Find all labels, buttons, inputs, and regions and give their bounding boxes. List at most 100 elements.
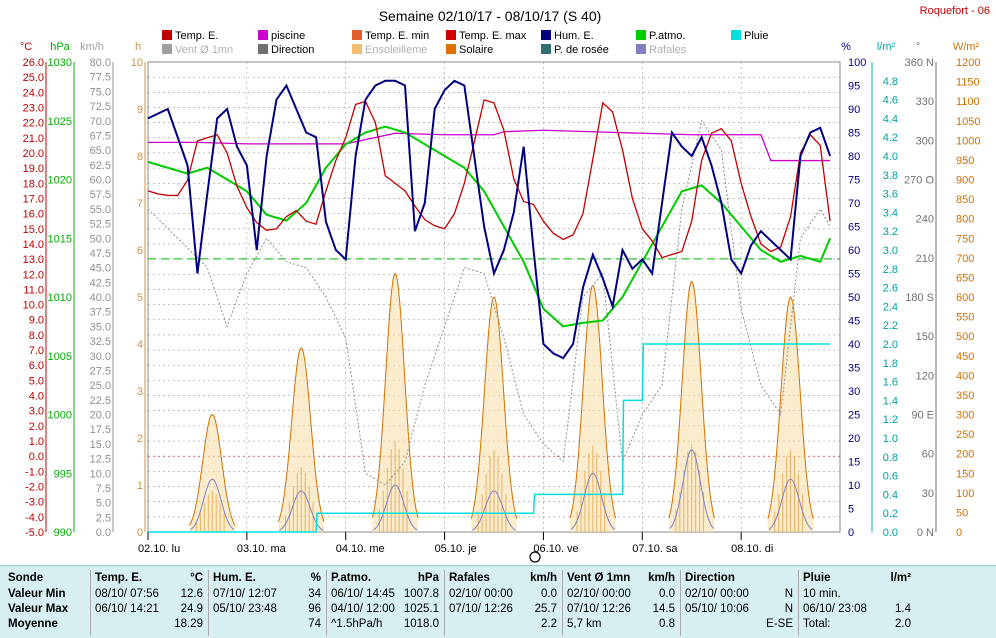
- hum-axis-tick: 40: [848, 339, 860, 351]
- stats-gust-row: 2.2: [449, 618, 557, 633]
- rain-axis-tick: 4.2: [883, 132, 898, 144]
- wind-axis-tick: 12.5: [90, 454, 111, 466]
- solar-axis-tick: 650: [956, 272, 974, 284]
- chart-title: Semaine 02/10/17 - 08/10/17 (S 40): [379, 8, 602, 24]
- rain-axis-tick: 1.0: [883, 433, 898, 445]
- stats-wind-value: 14.5: [652, 603, 675, 615]
- stats-hum-value: 74: [308, 618, 321, 630]
- stats-dir-date: 02/10/ 00:00: [685, 588, 749, 600]
- axis-unit-label: W/m²: [953, 41, 980, 53]
- dir-axis-tick: 0 N: [917, 527, 934, 539]
- wind-axis-tick: 35.0: [90, 321, 111, 333]
- hum-axis-tick: 95: [848, 81, 860, 93]
- legend-label: piscine: [271, 30, 305, 42]
- press-axis-tick: 1015: [48, 233, 72, 245]
- stats-wind: Vent Ø 1mn km/h 02/10/ 00:00 0.0 07/10/ 12:2…: [562, 570, 679, 636]
- hum-axis-tick: 0: [848, 527, 854, 539]
- stats-wind-value: 0.0: [659, 588, 675, 600]
- stats-panel: Sonde Valeur Min Valeur Max Moyenne Temp…: [0, 565, 996, 638]
- sun-fill: [372, 273, 418, 532]
- axes: 26.025.024.023.022.021.020.019.018.017.0…: [23, 57, 981, 539]
- rain-axis-tick: 2.2: [883, 320, 898, 332]
- now-marker: [529, 551, 541, 563]
- rain-line: [148, 343, 831, 533]
- legend-label: Hum. E.: [554, 30, 594, 42]
- hum-axis-tick: 60: [848, 245, 860, 257]
- stats-temp-row: 08/10/ 07:56 12.6: [95, 588, 203, 603]
- wind-axis-tick: 17.5: [90, 424, 111, 436]
- solar-axis-tick: 1000: [956, 135, 980, 147]
- hum-axis-tick: 5: [848, 504, 854, 516]
- sun-axis-tick: 3: [137, 386, 143, 398]
- stats-gust-row: 02/10/ 00:00 0.0: [449, 588, 557, 603]
- legend-swatch: [636, 44, 646, 54]
- solar-curve: [371, 272, 419, 518]
- rain-axis-tick: 0.2: [883, 508, 898, 520]
- stats-gust-unit: km/h: [530, 572, 557, 584]
- hum-axis-tick: 80: [848, 151, 860, 163]
- temp-axis-tick: 19.0: [23, 163, 44, 175]
- axis-unit-label: h: [135, 41, 141, 53]
- wind-axis-tick: 47.5: [90, 248, 111, 260]
- press-axis-tick: 1005: [48, 351, 72, 363]
- stats-dir-row: 05/10/ 10:06 N: [685, 603, 793, 618]
- temp-axis-tick: 4.0: [29, 391, 44, 403]
- stats-press-unit: hPa: [417, 572, 439, 584]
- legend-label: Solaire: [459, 44, 493, 56]
- legend-label: Direction: [271, 44, 314, 56]
- gust-curve: [669, 449, 714, 529]
- wind-axis-tick: 62.5: [90, 160, 111, 172]
- legend-swatch: [352, 44, 362, 54]
- stats-dir-value: N: [784, 603, 793, 615]
- gust-curve: [768, 478, 813, 531]
- stats-press-title: P.atmo.: [331, 572, 372, 584]
- stats-press-date: 06/10/ 14:45: [331, 588, 395, 600]
- gust-curve: [373, 484, 418, 531]
- axis-unit-label: °: [916, 41, 920, 53]
- hum-axis-tick: 75: [848, 175, 860, 187]
- stats-gust: Rafales km/h 02/10/ 00:00 0.0 07/10/ 12:26 25…: [444, 570, 561, 636]
- stats-hum: Hum. E.% 07/10/ 12:07 34 05/10/ 23:48 96 74: [208, 570, 325, 636]
- temp-axis-tick: 15.0: [23, 224, 44, 236]
- dir-axis-tick: 60: [922, 449, 934, 461]
- sun-fill: [570, 285, 616, 532]
- stats-dir-date: 05/10/ 10:06: [685, 603, 749, 615]
- solar-axis-tick: 350: [956, 390, 974, 402]
- rain-axis-tick: 1.6: [883, 377, 898, 389]
- temp-axis-tick: 1.0: [29, 436, 44, 448]
- sun-axis-tick: 7: [137, 198, 143, 210]
- wind-axis-tick: 65.0: [90, 145, 111, 157]
- stats-temp-value: 18.29: [174, 618, 203, 630]
- solar-axis-tick: 1150: [956, 77, 980, 89]
- sun-fill: [471, 297, 517, 532]
- rain-axis-tick: 3.2: [883, 226, 898, 238]
- temp-line: [147, 99, 831, 259]
- solar-curve: [470, 296, 518, 519]
- gust-curve: [471, 490, 517, 531]
- temp-axis-tick: 26.0: [23, 57, 44, 69]
- sun-axis-tick: 6: [137, 245, 143, 257]
- stats-gust-value: 0.0: [541, 588, 557, 600]
- rain-axis-tick: 0.6: [883, 471, 898, 483]
- hum-axis-tick: 55: [848, 269, 860, 281]
- stats-dir: Direction 02/10/ 00:00 N 05/10/ 10:06 N E-SE: [680, 570, 797, 636]
- stats-row-avg-label: Moyenne: [8, 618, 58, 630]
- stats-press-date: ^1.5hPa/h: [331, 618, 383, 630]
- legend: Temp. E. piscine Temp. E. min Temp. E. max H…: [162, 30, 768, 56]
- stats-rain-row: Total: 2.0: [803, 618, 911, 633]
- legend-label: P.atmo.: [649, 30, 686, 42]
- stats-hum-value: 34: [308, 588, 321, 600]
- solar-axis-tick: 700: [956, 253, 974, 265]
- temp-axis-tick: -2.0: [25, 482, 44, 494]
- legend-label: Rafales: [649, 44, 687, 56]
- wind-axis-tick: 32.5: [90, 336, 111, 348]
- stats-hum-row: 07/10/ 12:07 34: [213, 588, 321, 603]
- stats-gust-title: Rafales: [449, 572, 490, 584]
- stats-hum-date: 07/10/ 12:07: [213, 588, 277, 600]
- stats-dir-row: 02/10/ 00:00 N: [685, 588, 793, 603]
- legend-swatch: [162, 30, 172, 40]
- temp-axis-tick: 14.0: [23, 239, 44, 251]
- dir-axis-tick: 360 N: [905, 57, 934, 69]
- stats-press: P.atmo. hPa 06/10/ 14:45 1007.8 04/10/ 12:00…: [326, 570, 443, 636]
- wind-axis-tick: 75.0: [90, 86, 111, 98]
